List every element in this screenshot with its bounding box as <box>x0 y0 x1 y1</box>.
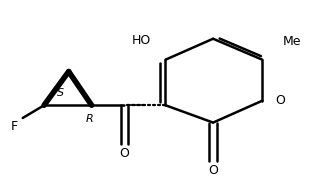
Text: Me: Me <box>283 35 301 48</box>
Text: S: S <box>57 88 64 97</box>
Text: O: O <box>119 147 129 160</box>
Text: F: F <box>11 120 18 133</box>
Text: R: R <box>86 114 94 124</box>
Text: O: O <box>208 164 218 177</box>
Text: O: O <box>275 94 285 107</box>
Text: HO: HO <box>131 34 151 47</box>
